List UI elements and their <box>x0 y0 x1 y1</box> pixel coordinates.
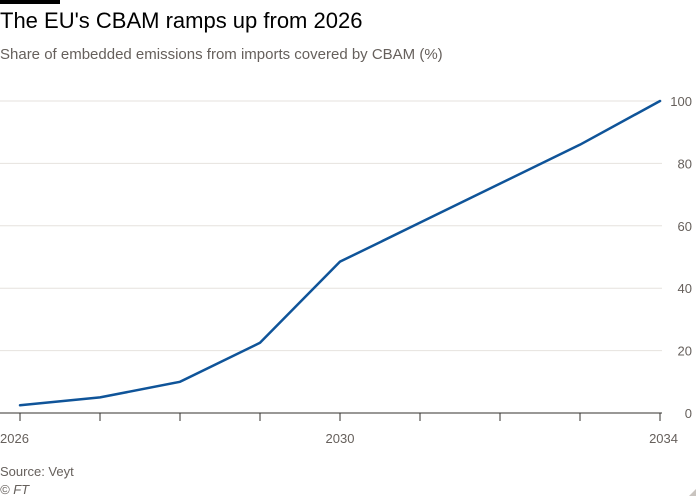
y-tick-label-40: 40 <box>678 281 692 296</box>
y-tick-label-60: 60 <box>678 219 692 234</box>
y-tick-label-100: 100 <box>670 94 692 109</box>
x-tick-label-2034: 2034 <box>649 431 678 446</box>
y-tick-label-20: 20 <box>678 344 692 359</box>
x-axis: 2026 2030 2034 <box>0 412 678 446</box>
ft-credit: © FT <box>0 482 30 497</box>
x-tick-label-2030: 2030 <box>326 431 355 446</box>
series-layer <box>18 99 662 407</box>
chart-subtitle: Share of embedded emissions from imports… <box>0 46 443 63</box>
brand-bar <box>0 0 60 4</box>
y-tick-label-0: 0 <box>685 406 692 421</box>
corner-mark-icon <box>689 489 696 496</box>
gridlines <box>0 100 662 352</box>
y-tick-label-80: 80 <box>678 156 692 171</box>
chart-title: The EU's CBAM ramps up from 2026 <box>0 8 363 33</box>
x-tick-label-2026: 2026 <box>0 431 29 446</box>
y-axis: 0 20 40 60 80 100 <box>670 94 692 421</box>
source-note: Source: Veyt <box>0 464 74 479</box>
series-line-0 <box>18 99 662 407</box>
